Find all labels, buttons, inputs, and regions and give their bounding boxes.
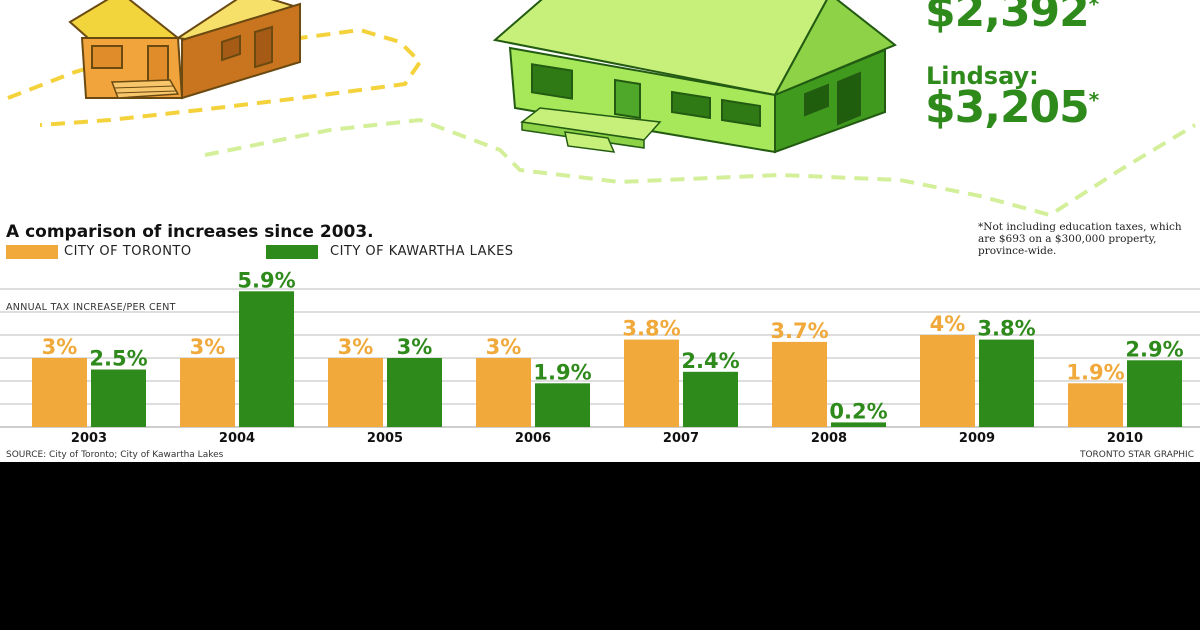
data-label-toronto: 4% [930,312,966,336]
price-lindsay: $3,205* [925,82,1099,133]
lindsay-label: Lindsay: [926,62,1039,90]
data-label-toronto: 3.7% [770,319,828,343]
bar-chart: 3% 2.5% 2003 3% 5.9% 2004 3% 3% 2005 3% 1.9% 2006 3.… [0,268,1200,446]
x-tick-label: 2010 [1107,431,1143,446]
black-band [0,462,1200,630]
data-label-kawartha: 5.9% [237,268,295,292]
bar-toronto [180,358,235,427]
orange-house-icon [68,0,301,100]
data-label-toronto: 1.9% [1066,360,1124,384]
data-label-toronto: 3.8% [622,317,680,341]
x-tick-label: 2004 [219,431,255,446]
data-label-kawartha: 2.4% [681,349,739,373]
bar-kawartha [831,422,886,427]
green-house-icon [492,0,897,154]
x-tick-label: 2009 [959,431,995,446]
x-tick-label: 2007 [663,431,699,446]
bar-kawartha [239,291,294,427]
data-label-kawartha: 3% [397,335,433,359]
data-label-toronto: 3% [486,335,522,359]
data-label-toronto: 3% [42,335,78,359]
bar-toronto [32,358,87,427]
bar-kawartha [387,358,442,427]
x-tick-label: 2006 [515,431,551,446]
x-tick-label: 2003 [71,431,107,446]
legend-label-toronto: CITY OF TORONTO [64,244,192,259]
bar-kawartha [1127,360,1182,427]
data-label-kawartha: 0.2% [829,399,887,423]
data-label-kawartha: 2.9% [1125,337,1183,361]
legend-swatch-kawartha [266,245,318,259]
bar-toronto [624,339,679,427]
bar-toronto [476,358,531,427]
bar-kawartha [535,383,590,427]
lot-line-right [204,117,1197,218]
price-top: $2,392* [925,0,1099,37]
y-axis-label: ANNUAL TAX INCREASE/PER CENT [6,302,176,313]
bar-toronto [1068,383,1123,427]
source-note: SOURCE: City of Toronto; City of Kawarth… [6,450,224,460]
bar-kawartha [683,371,738,427]
credit-note: TORONTO STAR GRAPHIC [1079,450,1194,460]
legend-swatch-toronto [6,245,58,259]
footnote: *Not including education taxes, which ar… [978,221,1182,257]
data-label-kawartha: 2.5% [89,347,147,371]
x-tick-label: 2005 [367,431,403,446]
bar-toronto [328,358,383,427]
data-label-toronto: 3% [338,335,374,359]
bar-kawartha [91,369,146,427]
bar-toronto [772,341,827,427]
data-label-kawartha: 1.9% [533,360,591,384]
data-label-toronto: 3% [190,335,226,359]
legend-label-kawartha: CITY OF KAWARTHA LAKES [330,244,514,259]
x-tick-label: 2008 [811,431,847,446]
houses-illustration [7,0,1197,218]
chart-title: A comparison of increases since 2003. [6,222,374,242]
infographic: $2,392* Lindsay: $3,205* A comparison of… [0,0,1200,462]
bar-kawartha [979,339,1034,427]
data-label-kawartha: 3.8% [977,317,1035,341]
bar-toronto [920,335,975,427]
